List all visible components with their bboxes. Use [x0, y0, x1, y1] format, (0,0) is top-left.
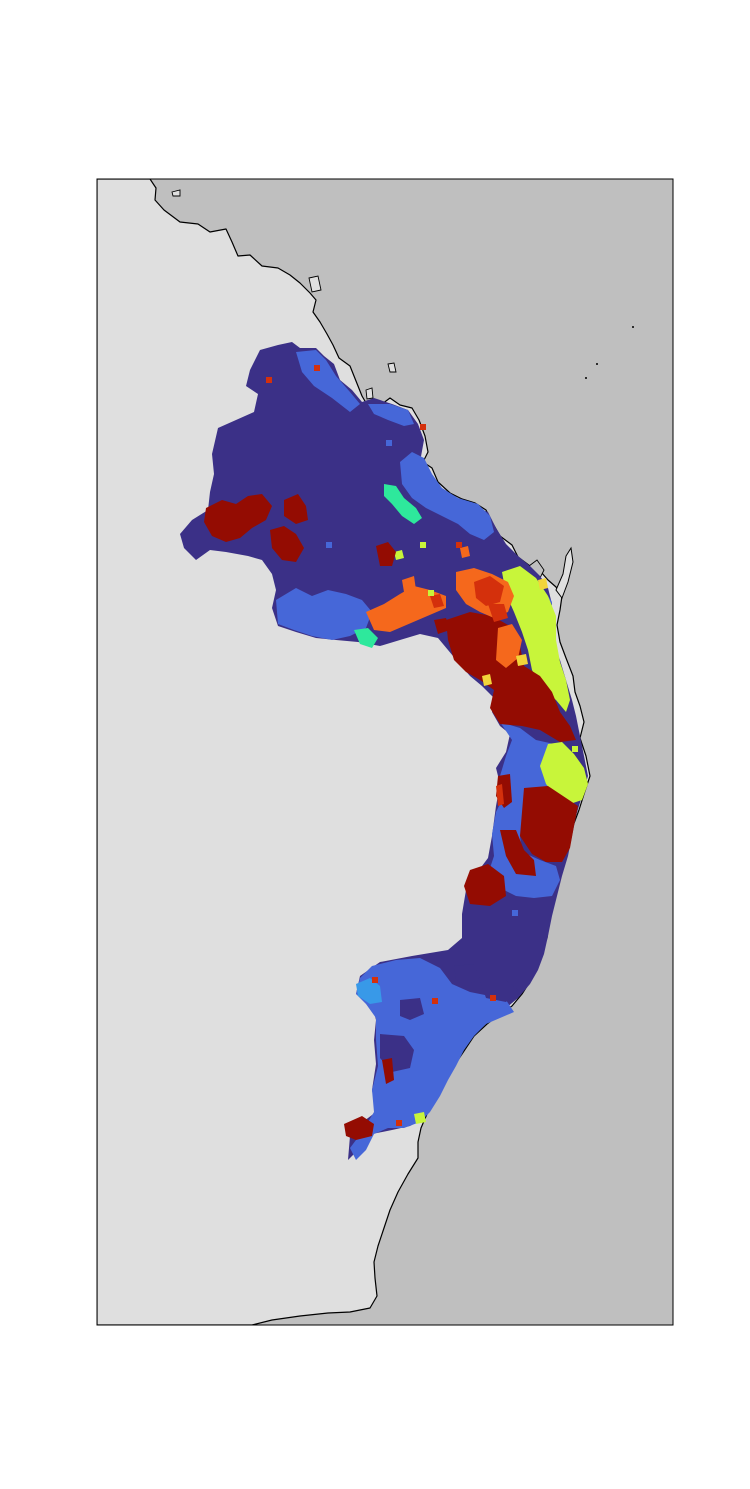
- class-pixel: [420, 424, 426, 430]
- class-region-red-orange: [430, 594, 444, 608]
- class-pixel: [314, 365, 320, 371]
- class-region-lime: [540, 742, 588, 804]
- class-pixel: [372, 977, 378, 983]
- small-island: [308, 275, 322, 293]
- class-region-orange: [366, 586, 446, 632]
- class-region-red-orange: [488, 604, 508, 622]
- map-frame: [96, 178, 674, 1326]
- class-region-aquamarine: [384, 484, 422, 524]
- class-pixel: [428, 590, 434, 596]
- class-region-dark-red: [464, 864, 506, 906]
- class-region-dark-red: [344, 1116, 374, 1140]
- class-region-royal-blue: [400, 452, 494, 540]
- class-pixel: [420, 542, 426, 548]
- class-region-sky-blue: [356, 978, 382, 1004]
- class-region-dark-red: [434, 618, 450, 634]
- class-region-yellow: [516, 654, 528, 666]
- class-region-lime: [502, 566, 570, 712]
- class-region-dark-red: [520, 786, 578, 862]
- class-region-dark-red: [204, 494, 272, 542]
- class-pixel: [386, 440, 392, 446]
- class-region-dark-red: [284, 494, 308, 524]
- class-region-dark-red: [376, 542, 396, 566]
- reef-dot: [596, 363, 598, 365]
- class-region-orange: [402, 576, 416, 592]
- class-pixel: [572, 746, 578, 752]
- class-region-dark-red: [270, 526, 304, 562]
- small-island: [365, 387, 374, 400]
- class-region-lime: [414, 1112, 426, 1124]
- cape-island: [555, 546, 574, 600]
- class-region-red-orange: [496, 784, 504, 806]
- class-region-lime: [394, 550, 404, 560]
- class-pixel: [432, 998, 438, 1004]
- class-pixel: [326, 542, 332, 548]
- class-region-royal-blue: [276, 588, 372, 640]
- class-region-royal-blue: [350, 958, 514, 1160]
- class-region-yellow: [538, 578, 548, 590]
- reef-dot: [585, 377, 587, 379]
- class-region-orange: [460, 546, 470, 558]
- class-region-dark-indigo: [400, 998, 424, 1020]
- small-island: [387, 362, 397, 373]
- class-region-orange: [496, 624, 522, 668]
- class-region-royal-blue: [296, 350, 360, 412]
- class-region-dark-red: [382, 1058, 394, 1084]
- class-region-royal-blue: [368, 404, 414, 426]
- reef-dot: [632, 326, 634, 328]
- class-pixel: [396, 1120, 402, 1126]
- class-pixel: [490, 995, 496, 1001]
- small-island: [171, 189, 181, 197]
- class-region-yellow: [482, 674, 492, 686]
- class-pixel: [512, 910, 518, 916]
- class-pixel: [266, 377, 272, 383]
- class-region-red-orange: [474, 576, 504, 606]
- class-region-dark-red: [446, 612, 576, 742]
- class-region-aquamarine: [354, 628, 378, 648]
- class-region-dark-red: [500, 830, 536, 876]
- class-pixel: [456, 542, 462, 548]
- class-region-dark-indigo: [480, 980, 518, 1002]
- class-region-dark-indigo: [454, 964, 480, 986]
